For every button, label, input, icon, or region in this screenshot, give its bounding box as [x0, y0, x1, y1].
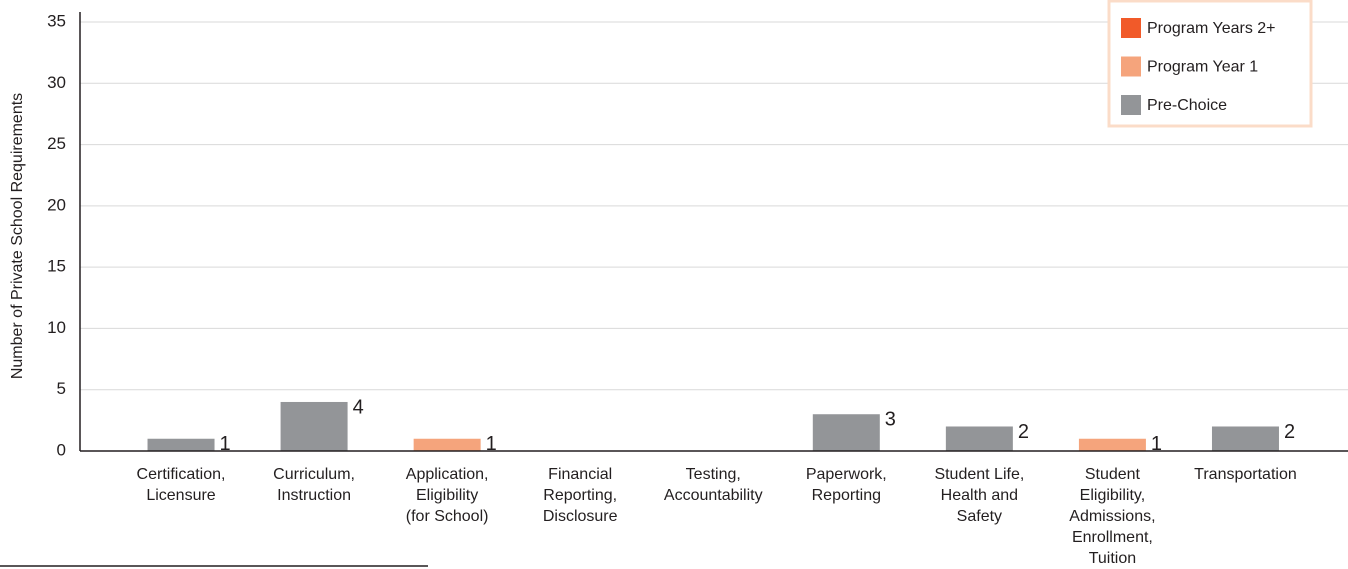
x-tick-label: Testing, Accountability	[663, 466, 763, 504]
legend-label: Program Year 1	[1147, 59, 1258, 76]
legend-swatch	[1121, 56, 1141, 77]
legend-label: Pre-Choice	[1147, 97, 1227, 114]
x-tick-label: Curriculum, Instruction	[273, 466, 355, 504]
data-label: 1	[1151, 433, 1162, 455]
legend-label: Program Years 2+	[1147, 20, 1276, 37]
y-tick-label: 10	[47, 318, 66, 337]
bar	[147, 438, 215, 451]
bar	[1078, 438, 1146, 451]
y-tick-label: 5	[57, 379, 66, 398]
y-tick-label: 15	[47, 257, 66, 276]
x-tick-label: Application, Eligibility (for School)	[405, 466, 489, 525]
bar	[945, 426, 1013, 451]
x-tick-label: Financial Reporting, Disclosure	[542, 466, 618, 525]
y-axis-label: Number of Private School Requirements	[9, 93, 26, 379]
x-tick-label: Certification, Licensure	[136, 466, 226, 504]
y-tick-label: 35	[47, 11, 66, 30]
data-label: 3	[885, 409, 896, 431]
y-tick-label: 25	[47, 134, 66, 153]
bar	[1211, 426, 1279, 451]
legend-box	[1107, 0, 1313, 128]
x-tick-label: Transportation	[1194, 466, 1297, 483]
data-label: 2	[1284, 421, 1295, 443]
data-label: 1	[220, 433, 231, 455]
y-tick-label: 30	[47, 73, 66, 92]
bar	[812, 414, 880, 451]
data-label: 2	[1018, 421, 1029, 443]
data-label: 1	[486, 433, 497, 455]
x-tick-label: Student Life, Health and Safety	[934, 466, 1025, 525]
x-tick-label: Student Eligibility, Admissions, Enrollm…	[1069, 466, 1156, 567]
bar	[280, 401, 348, 451]
x-tick-label: Paperwork, Reporting	[805, 466, 887, 504]
legend-swatch	[1121, 18, 1141, 38]
y-tick-label: 0	[57, 440, 66, 459]
y-tick-label: 20	[47, 195, 66, 214]
bar	[413, 438, 481, 451]
data-label: 4	[353, 396, 364, 418]
legend-swatch	[1121, 95, 1141, 115]
